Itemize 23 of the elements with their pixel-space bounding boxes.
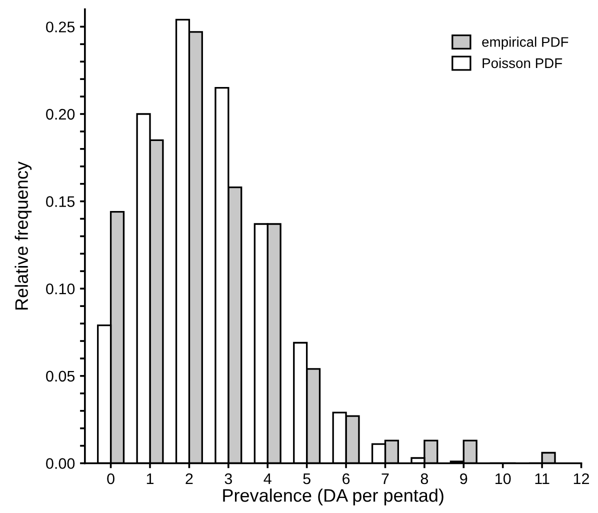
x-axis-title: Prevalence (DA per pentad) <box>223 488 444 506</box>
x-tick-label: 6 <box>342 473 350 484</box>
x-tick-label: 5 <box>303 474 310 484</box>
legend-label: empirical PDF <box>482 36 568 50</box>
x-tick-label: 1 <box>146 474 154 484</box>
x-tick-label: 11 <box>535 474 550 484</box>
x-tick-label: 7 <box>382 474 389 484</box>
x-tick-label: 12 <box>574 473 589 484</box>
y-tick-label: 0.25 <box>46 22 75 32</box>
y-tick-label: 0.05 <box>46 370 75 382</box>
y-tick-label: 0.00 <box>46 458 75 469</box>
x-tick-label: 4 <box>264 474 272 484</box>
y-axis-title: Relative frequency <box>14 161 32 310</box>
y-tick-label: 0.10 <box>46 283 75 294</box>
x-tick-label: 8 <box>420 473 428 484</box>
x-tick-label: 10 <box>496 473 511 484</box>
x-tick-label: 9 <box>460 473 468 484</box>
x-tick-label: 3 <box>224 473 232 484</box>
x-tick-label: 2 <box>186 473 193 484</box>
legend-label: Poisson PDF <box>482 58 562 68</box>
x-tick-label: 0 <box>107 473 114 484</box>
y-tick-label: 0.15 <box>46 196 75 207</box>
y-tick-label: 0.20 <box>46 108 75 120</box>
